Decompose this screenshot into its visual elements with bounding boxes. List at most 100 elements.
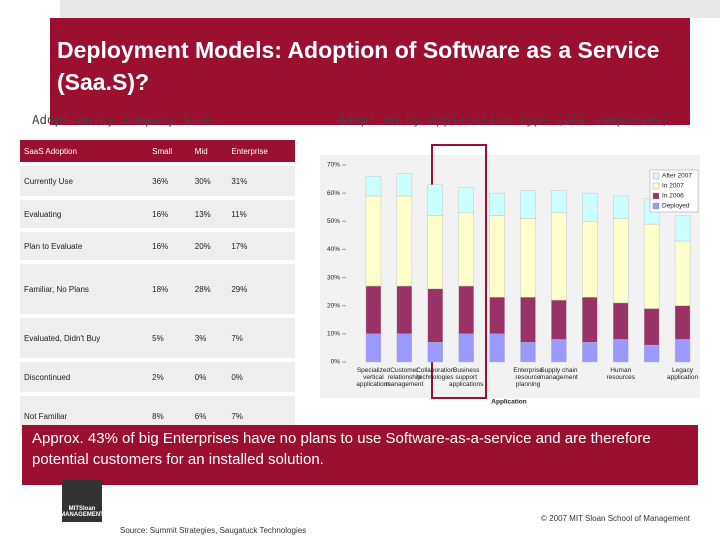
bar-segment (551, 190, 567, 214)
table-cell: 2% (148, 360, 191, 396)
logo: MITSloan MANAGEMENT (60, 480, 104, 522)
bar-segment (365, 195, 382, 287)
x-tick-label: Supply chain management (539, 367, 578, 381)
bar-segment (674, 240, 691, 306)
table-header-row: SaaS Adoption Small Mid Enterprise (20, 140, 295, 166)
legend-swatch (652, 172, 660, 180)
table-cell: 3% (190, 316, 228, 362)
bar-segment (613, 218, 629, 304)
legend-label: In 2007 (662, 183, 684, 190)
y-tick-label: 40% (327, 246, 340, 253)
banner (50, 18, 690, 125)
table-row: Currently Use 36% 30% 31% (20, 164, 295, 200)
x-tick-label: Legacy application (666, 367, 699, 381)
table-cell: 13% (190, 198, 228, 232)
slide-title: Deployment Models: Adoption of Software … (57, 37, 660, 95)
legend-label: Deployed (662, 203, 690, 210)
bar-segment (427, 184, 443, 216)
table-cell: 29% (227, 262, 295, 318)
column-header: Enterprise (227, 140, 295, 166)
bar-segment (613, 339, 629, 363)
bar-segment (520, 342, 536, 363)
table-cell: 16% (148, 230, 191, 264)
x-tick-label: Enterprise resource planning (513, 367, 543, 388)
bar-segment (489, 215, 505, 298)
table-cell: 7% (227, 316, 295, 362)
table-cell: Currently Use (20, 164, 149, 200)
y-tick-label: 30% (327, 274, 340, 281)
bar-segment (520, 190, 536, 219)
table-cell: 0% (190, 360, 228, 396)
bar-segment (427, 215, 443, 290)
top-strip (60, 0, 720, 18)
table-row: Evaluating 16% 13% 11% (20, 198, 295, 232)
bar-segment (489, 192, 505, 216)
table-cell: 11% (227, 198, 295, 232)
column-header: Mid (190, 140, 228, 166)
right-heading: Adoption by Application Type (all compan… (338, 112, 670, 127)
column-header: SaaS Adoption (20, 140, 149, 166)
table-row: Discontinued 2% 0% 0% (20, 360, 295, 396)
table-cell: 0% (227, 360, 295, 396)
table-cell: 30% (190, 164, 228, 200)
x-tick-label: Business support applications (449, 367, 484, 388)
x-tick-label: Specialized vertical applications (356, 367, 391, 388)
bar-segment (551, 212, 567, 301)
table-cell: 31% (227, 164, 295, 200)
bar-segment (489, 297, 505, 335)
bar-segment (551, 299, 567, 340)
chart-background (320, 155, 700, 398)
bar-segment (520, 297, 536, 343)
bar-segment (458, 187, 474, 214)
bar-segment (396, 173, 413, 197)
table-cell: Familiar, No Plans (20, 262, 149, 318)
chart: Application 0% 10% 20% 30% 40% 50% 60% 70% After… (320, 144, 700, 406)
x-axis-title: Application (491, 399, 526, 406)
table-cell: 5% (148, 316, 191, 362)
bar-segment (582, 221, 598, 298)
y-tick-label: 0% (331, 359, 341, 366)
bar-segment (582, 192, 598, 222)
bar-segment (674, 305, 691, 340)
bar-segment (396, 333, 413, 363)
bar-segment (674, 339, 691, 363)
bar-segment (582, 297, 598, 343)
table-cell: 36% (148, 164, 191, 200)
x-tick-label: Customer relationship management (385, 367, 424, 388)
y-tick-label: 70% (327, 162, 340, 169)
y-tick-label: 60% (327, 190, 340, 197)
table-cell: Evaluated, Didn't Buy (20, 316, 149, 362)
legend-label: In 2006 (662, 193, 684, 200)
callout: Approx. 43% of big Enterprises have no p… (22, 425, 698, 485)
table-row: Plan to Evaluate 16% 20% 17% (20, 230, 295, 264)
table-cell: Evaluating (20, 198, 149, 232)
y-tick-label: 10% (327, 331, 340, 338)
table-row: Evaluated, Didn't Buy 5% 3% 7% (20, 316, 295, 362)
bar-segment (643, 223, 660, 309)
bar-segment (365, 333, 382, 363)
x-tick-label: Human resources (606, 367, 635, 381)
bar-segment (489, 333, 505, 363)
table-row: Familiar, No Plans 18% 28% 29% (20, 262, 295, 318)
table-cell: 28% (190, 262, 228, 318)
bar-segment (520, 218, 536, 298)
table-cell: Plan to Evaluate (20, 230, 149, 264)
bar-segment (613, 302, 629, 340)
x-tick-label: Collaboration technologies (416, 367, 455, 381)
bar-segment (613, 195, 629, 219)
bar-segment (551, 339, 567, 363)
table-cell: 17% (227, 230, 295, 264)
bar-segment (365, 176, 382, 197)
bar-segment (427, 288, 443, 343)
bar-segment (396, 285, 413, 335)
bar-segment (427, 342, 443, 363)
left-heading: Adoption by Company Size (32, 112, 213, 127)
bar-segment (643, 344, 660, 363)
copyright: © 2007 MIT Sloan School of Management (541, 514, 690, 523)
table-cell: 16% (148, 198, 191, 232)
legend-swatch (652, 192, 660, 200)
legend-swatch (652, 182, 660, 190)
bar-segment (674, 215, 691, 242)
bar-segment (582, 342, 598, 363)
